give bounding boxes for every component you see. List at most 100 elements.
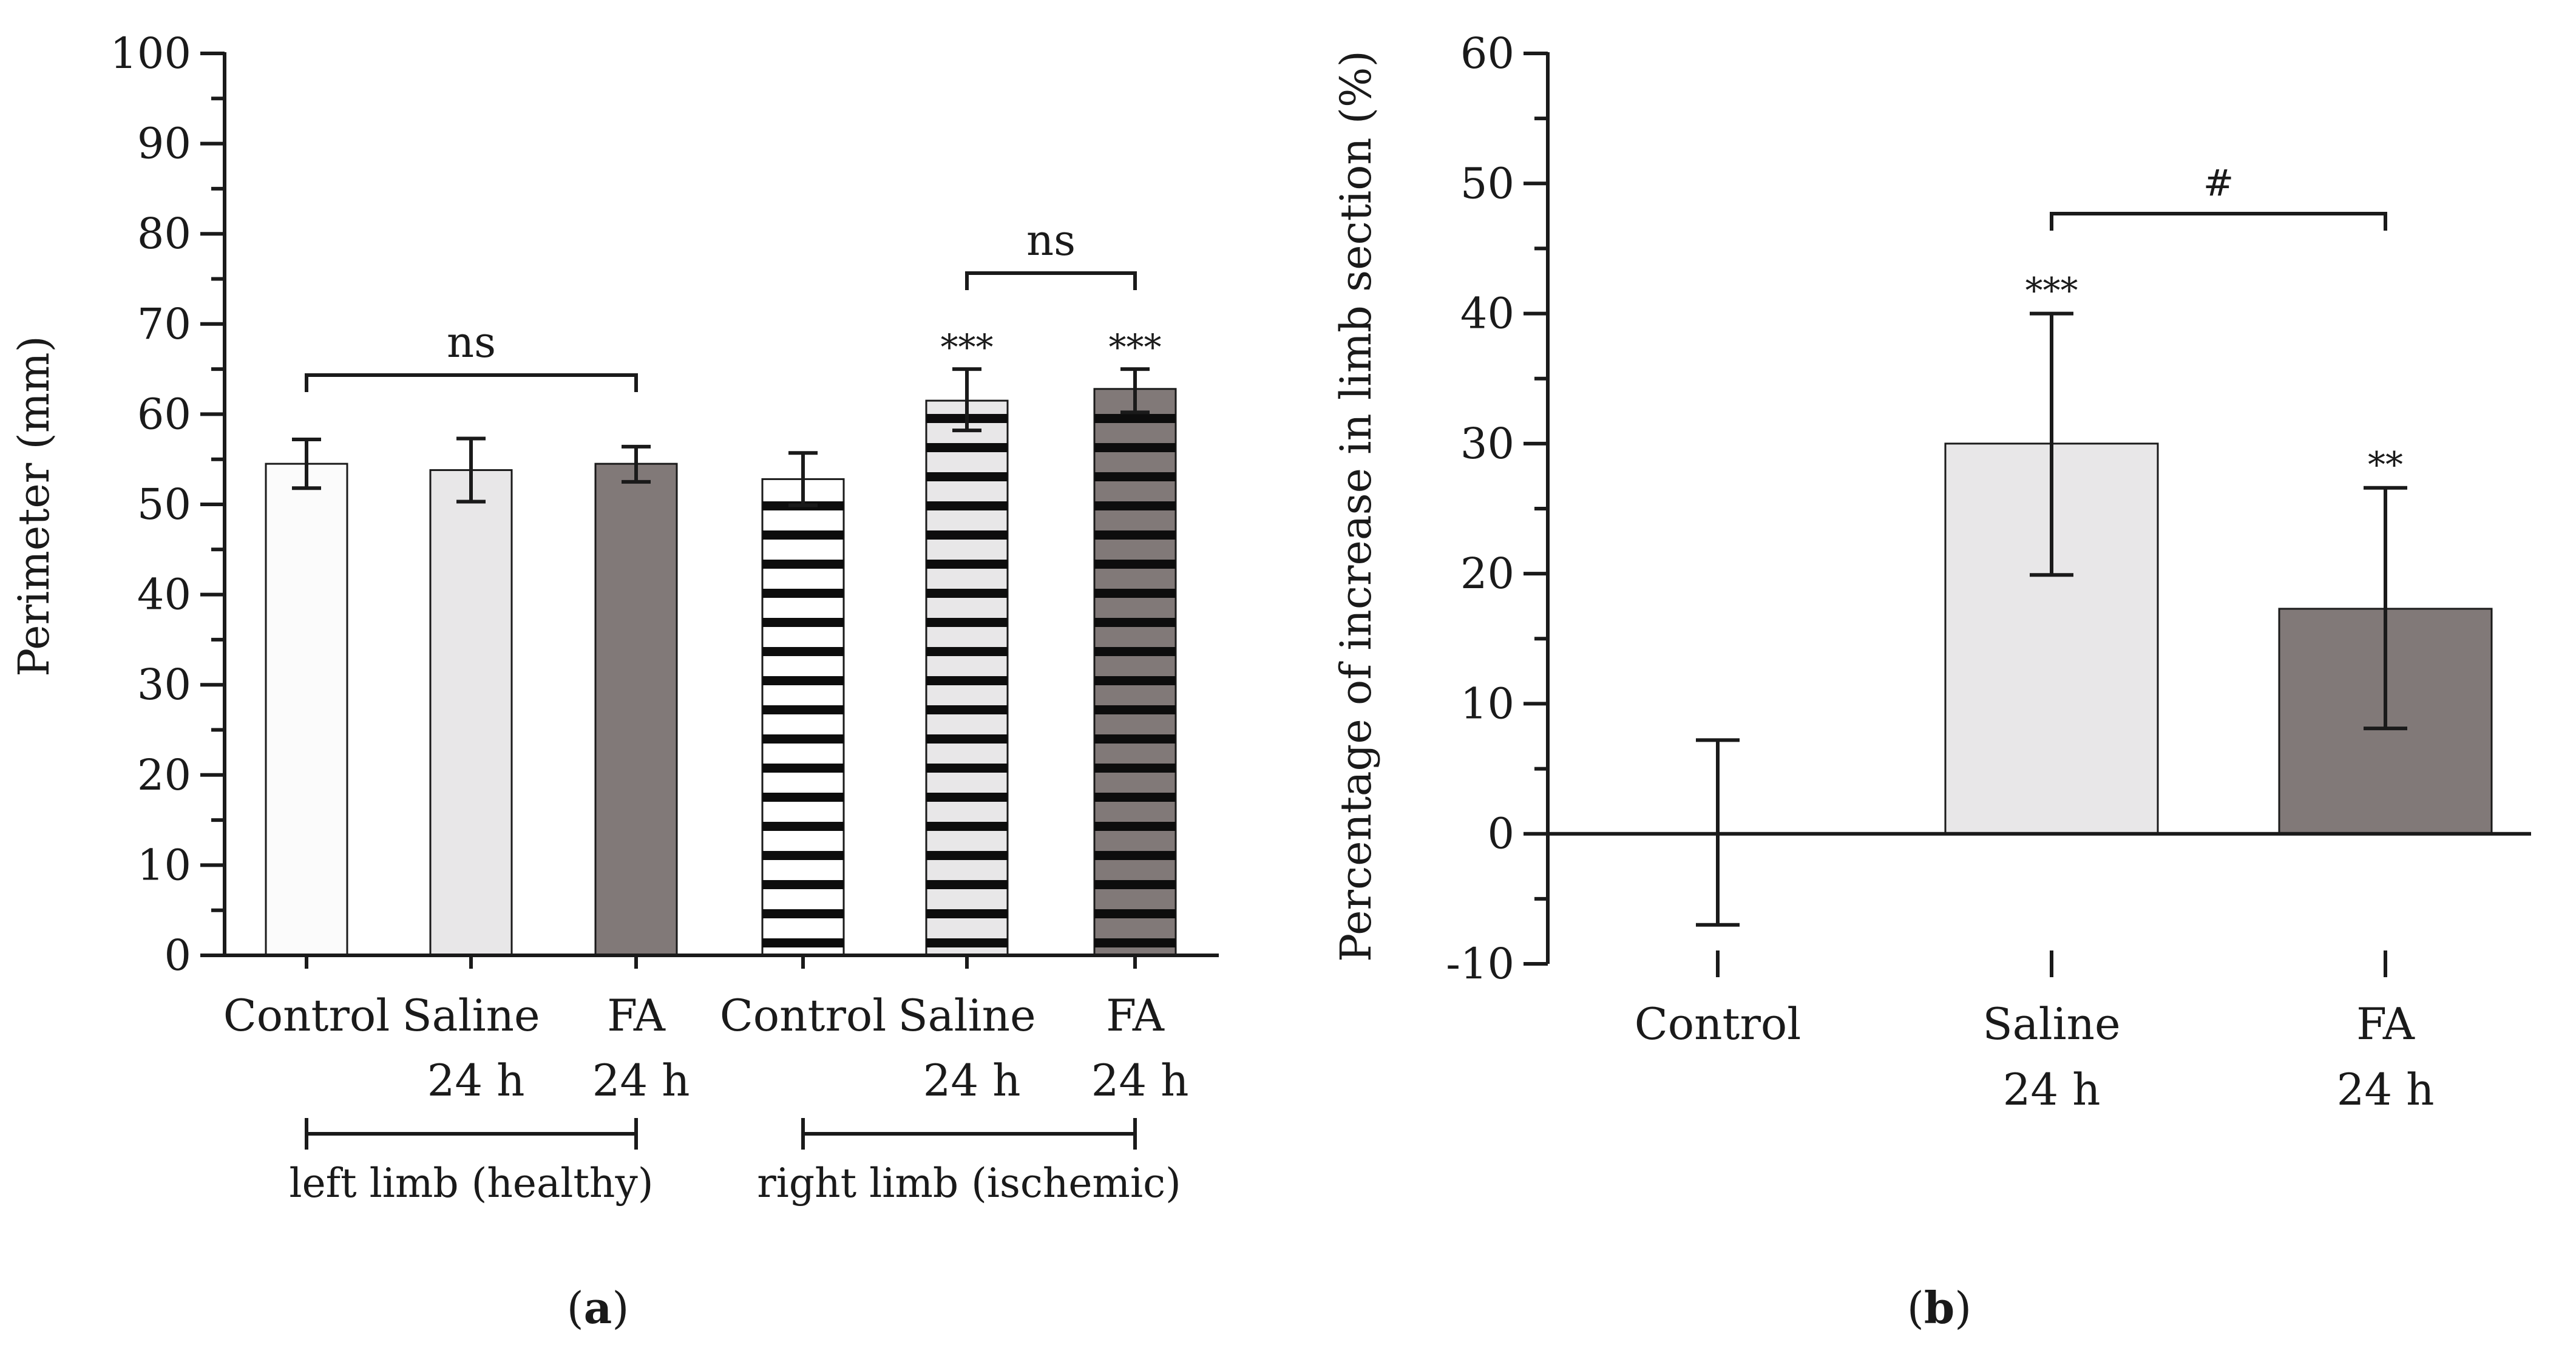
bar	[265, 462, 348, 957]
bar-stripe	[926, 938, 1008, 947]
y-tick-label: 0	[164, 930, 191, 980]
panel-a-significance: ns ns	[305, 215, 1137, 392]
bar-stripe	[926, 443, 1008, 452]
bar-stripe	[926, 618, 1008, 627]
bar-stripe	[1094, 560, 1176, 569]
bar-stripe	[762, 764, 844, 773]
bar-stripe	[926, 676, 1008, 685]
panel-a-chart: Perimeter (mm) 0 10 20 30 40 50 60 70 80 90 100 **…	[9, 29, 1219, 1333]
y-tick-label: 10	[1460, 679, 1514, 728]
bar-stripe	[926, 705, 1008, 714]
x-tick-label: Saline	[402, 990, 540, 1041]
bar-stripe	[1094, 472, 1176, 481]
bar-stripe	[762, 880, 844, 889]
significance-label: ns	[447, 317, 496, 367]
group-bracket	[801, 1118, 1137, 1150]
x-tick-label: Control	[223, 990, 390, 1041]
significance-bracket	[305, 373, 638, 392]
bar-stripe	[762, 530, 844, 540]
x-tick-label: FA	[1106, 990, 1165, 1041]
bar-stripe	[1094, 793, 1176, 802]
bar-stripe	[926, 589, 1008, 598]
y-tick-label: 90	[137, 119, 191, 169]
bar-stripe	[1094, 822, 1176, 831]
bar-stripe	[1094, 734, 1176, 744]
y-tick-label: 30	[137, 660, 191, 710]
y-tick-label: -10	[1446, 939, 1514, 989]
bar-stripe	[1094, 764, 1176, 773]
y-tick-label: 40	[137, 570, 191, 620]
bar-stripe	[926, 530, 1008, 540]
y-tick-label: 0	[1487, 809, 1514, 859]
bar	[761, 478, 845, 957]
x-tick-label: FA	[607, 990, 666, 1041]
x-tick-label: Control	[720, 990, 887, 1041]
y-tick-label: 70	[137, 299, 191, 349]
panel-a-label: (a)	[567, 1282, 629, 1333]
significance-label: #	[2203, 162, 2234, 205]
bar-stripe	[762, 793, 844, 802]
panel-a-y-axis-label: Perimeter (mm)	[9, 336, 59, 677]
panel-b-y-axis-label: Percentage of increase in limb section (…	[1331, 50, 1381, 962]
significance-bracket	[2050, 212, 2387, 231]
panel-b-label: (b)	[1907, 1282, 1972, 1333]
bar-stripe	[762, 734, 844, 744]
x-tick-label-line2: 24 h	[592, 1055, 690, 1106]
bar-stripe	[1094, 530, 1176, 540]
bar-stripe	[762, 618, 844, 627]
panel-b-significance: #	[2050, 162, 2387, 231]
bar-stripe	[1094, 647, 1176, 656]
panel-a-bars	[265, 388, 1177, 957]
bar-stripe	[1094, 589, 1176, 598]
panel-a-axes	[223, 52, 1219, 957]
bar-stripe	[1094, 851, 1176, 860]
bar-stripe	[926, 909, 1008, 918]
y-tick-label: 40	[1460, 289, 1514, 339]
x-tick-label-line2: 24 h	[923, 1055, 1021, 1106]
y-tick-label: 60	[1460, 29, 1514, 78]
bar-stripe	[762, 560, 844, 569]
bar-stripe	[926, 764, 1008, 773]
x-tick-label: FA	[2356, 998, 2415, 1049]
x-tick-label-line2: 24 h	[2337, 1064, 2435, 1115]
bar-stripe	[926, 851, 1008, 860]
group-label: left limb (healthy)	[290, 1160, 654, 1207]
y-tick-label: 20	[137, 750, 191, 800]
bar	[1093, 388, 1177, 957]
bar-stripe	[926, 501, 1008, 510]
bar-stripe	[926, 793, 1008, 802]
x-tick-label: Saline	[898, 990, 1035, 1041]
bar-stripe	[1094, 414, 1176, 423]
panel-a-error-bars: *** ***	[292, 327, 1162, 969]
x-tick-label: Control	[1635, 998, 1802, 1049]
bar-stripe	[926, 822, 1008, 831]
y-tick-label: 60	[137, 389, 191, 439]
significance-stars: ***	[1109, 327, 1162, 368]
bar-stripe	[1094, 705, 1176, 714]
bar-stripe	[1094, 676, 1176, 685]
y-tick-label: 20	[1460, 549, 1514, 598]
group-label: right limb (ischemic)	[757, 1160, 1181, 1207]
bar-stripe	[1094, 909, 1176, 918]
panel-b-chart: Percentage of increase in limb section (…	[1331, 29, 2531, 1333]
panel-a-y-ticks: 0 10 20 30 40 50 60 70 80 90 100	[110, 29, 225, 980]
x-tick-label-line2: 24 h	[1091, 1055, 1189, 1106]
bar-stripe	[762, 851, 844, 860]
bar-stripe	[926, 734, 1008, 744]
bar-stripe	[1094, 880, 1176, 889]
bar-stripe	[762, 647, 844, 656]
panel-a-groups: left limb (healthy) right limb (ischemic)	[290, 1118, 1181, 1207]
panel-b-y-ticks: -10 0 10 20 30 40 50 60	[1446, 29, 1548, 989]
bar-stripe	[926, 560, 1008, 569]
bar-stripe	[1094, 938, 1176, 947]
bar-stripe	[926, 647, 1008, 656]
significance-label: ns	[1026, 215, 1076, 265]
bar-stripe	[1094, 501, 1176, 510]
bar-stripe	[926, 472, 1008, 481]
bar-stripe	[762, 909, 844, 918]
panel-b-axes	[1546, 52, 2531, 964]
bar	[594, 462, 678, 957]
x-tick-label: Saline	[1982, 998, 2120, 1049]
